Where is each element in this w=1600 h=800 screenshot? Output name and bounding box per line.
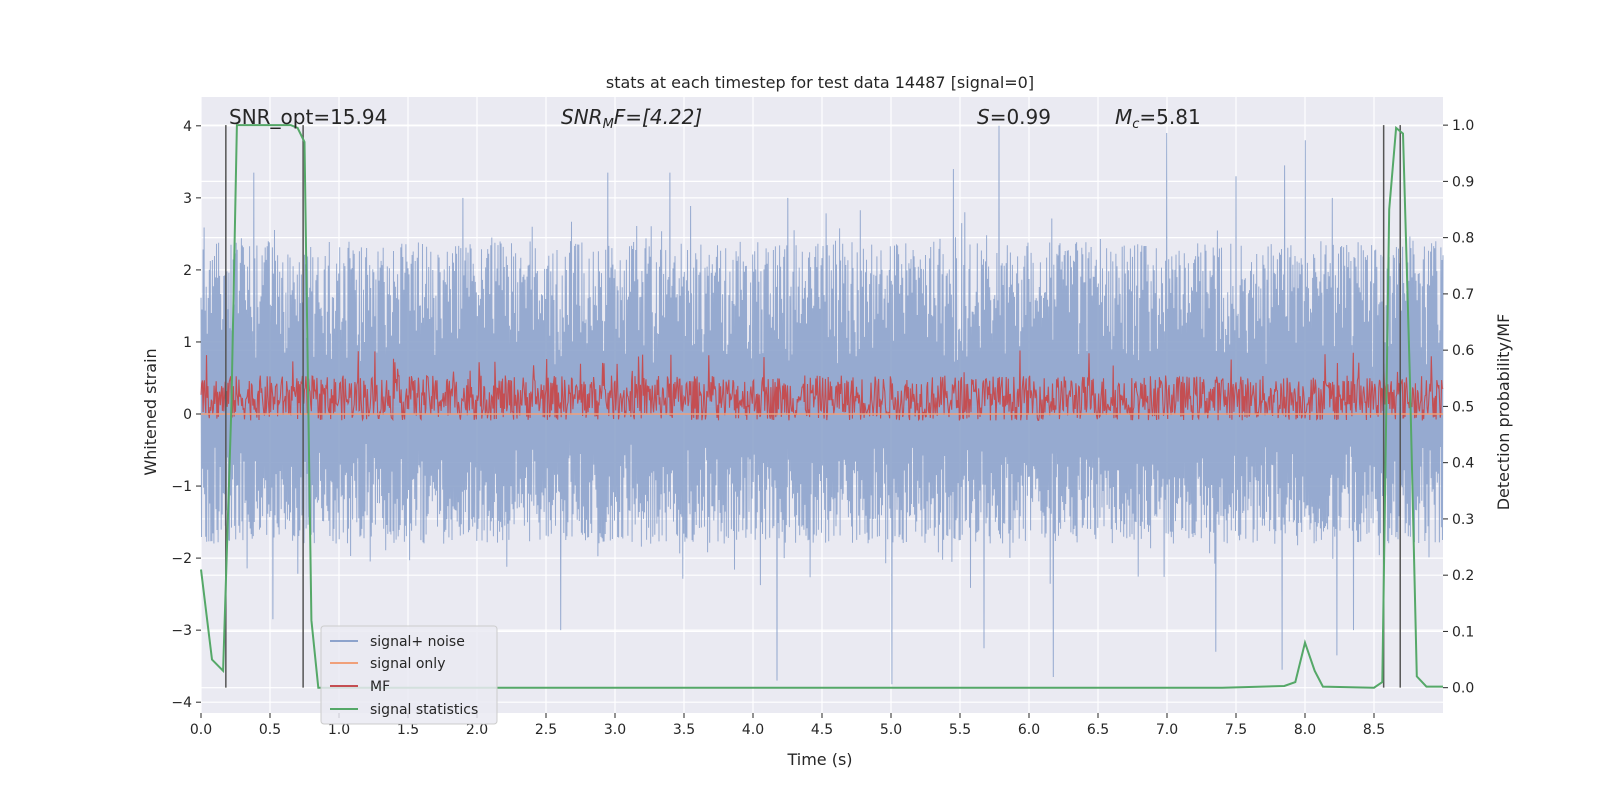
chart-title: stats at each timestep for test data 144… xyxy=(606,73,1034,92)
x-tick-label: 6.5 xyxy=(1087,722,1109,738)
signal-noise-line xyxy=(200,125,1444,685)
s-value: =0.99 xyxy=(990,105,1051,129)
x-tick-label: 8.0 xyxy=(1294,722,1316,738)
y-tick-label: −2 xyxy=(171,551,192,567)
mc-annotation: Mc=5.81 xyxy=(1115,105,1201,132)
x-tick-label: 5.5 xyxy=(949,722,971,738)
snr-mf-annotation: SNRMF=[4.22] xyxy=(561,105,702,132)
y2-tick-label: 1.0 xyxy=(1452,118,1474,134)
legend-label-mf: MF xyxy=(370,679,390,695)
mf-series xyxy=(200,350,1444,422)
snr-opt-annotation: SNR_opt=15.94 xyxy=(229,105,387,129)
axis-ticks: 0.0 0.5 1.0 1.5 2.0 2.5 3.0 3.5 4.0 4.5 5.0 5.5 6.0 6… xyxy=(171,118,1474,738)
x-tick-label: 2.5 xyxy=(535,722,557,738)
y2-tick-label: 0.4 xyxy=(1452,456,1474,472)
x-tick-label: 4.5 xyxy=(811,722,833,738)
y2-tick-label: 0.5 xyxy=(1452,399,1474,415)
y-tick-label: 1 xyxy=(183,335,192,351)
y-tick-label: 4 xyxy=(183,119,192,135)
y-axis-label: Whitened strain xyxy=(141,348,160,475)
legend: signal+ noise signal only MF signal stat… xyxy=(320,625,498,725)
y-tick-label: −3 xyxy=(171,623,192,639)
signal-statistics-line xyxy=(200,124,1443,689)
y2-tick-label: 0.6 xyxy=(1452,343,1474,359)
x-tick-label: 5.0 xyxy=(880,722,902,738)
y2-tick-label: 0.8 xyxy=(1452,231,1474,247)
mf-line xyxy=(200,350,1444,422)
x-tick-label: 6.0 xyxy=(1018,722,1040,738)
snr-mf-sub: M xyxy=(603,117,614,132)
y-tick-label: −4 xyxy=(171,695,192,711)
x-tick-label: 7.5 xyxy=(1225,722,1247,738)
x-tick-label: 2.0 xyxy=(466,722,488,738)
snr-mf-rest: F=[4.22] xyxy=(614,105,702,129)
y2-tick-label: 0.9 xyxy=(1452,174,1474,190)
legend-label-signal: signal only xyxy=(370,656,445,672)
mc-value: =5.81 xyxy=(1139,105,1200,129)
s-annotation: S=0.99 xyxy=(977,105,1051,129)
y-tick-label: 3 xyxy=(183,191,192,207)
signal-noise-series xyxy=(200,125,1444,685)
y-tick-label: 0 xyxy=(183,407,192,423)
y-tick-label: 2 xyxy=(183,263,192,279)
x-tick-label: 3.0 xyxy=(604,722,626,738)
y2-tick-label: 0.7 xyxy=(1452,287,1474,303)
legend-label-noise: signal+ noise xyxy=(370,634,465,650)
y2-axis-label: Detection probability/MF xyxy=(1494,314,1513,511)
x-axis-label: Time (s) xyxy=(786,750,852,769)
x-tick-label: 1.0 xyxy=(328,722,350,738)
mc-sub: c xyxy=(1132,117,1139,132)
x-tick-label: 4.0 xyxy=(742,722,764,738)
x-tick-label: 0.5 xyxy=(259,722,281,738)
signal-statistics-series xyxy=(200,124,1443,689)
legend-frame xyxy=(320,625,498,725)
x-tick-label: 3.5 xyxy=(673,722,695,738)
y-tick-label: −1 xyxy=(171,479,192,495)
x-tick-label: 7.0 xyxy=(1156,722,1178,738)
x-tick-label: 1.5 xyxy=(397,722,419,738)
x-tick-label: 8.5 xyxy=(1363,722,1385,738)
snr-mf-label: SNR xyxy=(561,105,603,129)
mc-label: M xyxy=(1115,105,1132,129)
y2-tick-label: 0.1 xyxy=(1452,624,1474,640)
y2-tick-label: 0.2 xyxy=(1452,568,1474,584)
y2-tick-label: 0.0 xyxy=(1452,681,1474,697)
y2-tick-label: 0.3 xyxy=(1452,512,1474,528)
legend-label-stat: signal statistics xyxy=(370,702,478,718)
x-tick-label: 0.0 xyxy=(190,722,212,738)
s-label: S xyxy=(977,105,990,129)
